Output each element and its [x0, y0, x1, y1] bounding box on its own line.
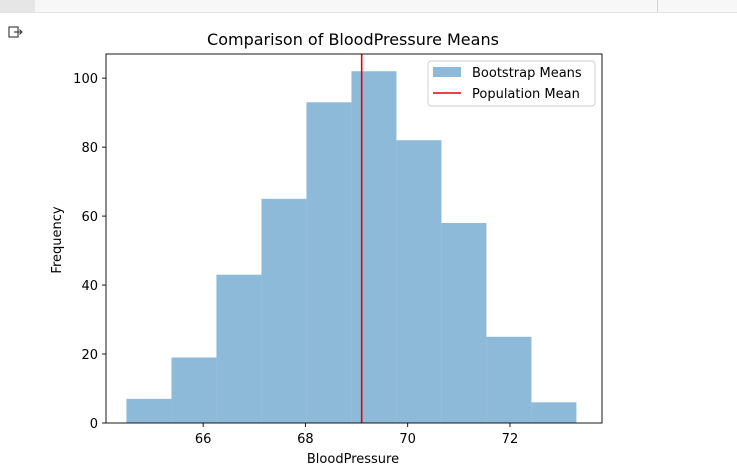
x-tick-label: 70 — [399, 432, 416, 447]
legend-label-population: Population Mean — [472, 87, 580, 102]
y-tick-label: 20 — [81, 348, 98, 363]
histogram-bar-5 — [351, 71, 397, 424]
bars-layer — [126, 71, 577, 424]
histogram-bar-2 — [216, 274, 262, 423]
histogram-bar-3 — [261, 198, 307, 423]
x-axis-label: BloodPressure — [307, 452, 399, 467]
histogram-bar-4 — [306, 102, 352, 424]
x-tick-label: 66 — [195, 432, 212, 447]
histogram-bar-7 — [441, 222, 487, 423]
histogram-bar-1 — [171, 357, 217, 423]
x-tick-label: 68 — [297, 432, 314, 447]
legend-swatch-bootstrap — [433, 67, 461, 77]
cell-toolbar — [0, 0, 737, 13]
toolbar-divider — [657, 0, 658, 12]
y-axis-ticks: 0 20 40 60 80 100 — [73, 72, 106, 432]
legend-box — [427, 60, 596, 107]
y-tick-label: 0 — [90, 417, 98, 432]
plot-frame — [105, 53, 603, 424]
cell-tab[interactable] — [0, 0, 35, 12]
output-redirect-icon[interactable] — [6, 24, 24, 42]
y-tick-label: 60 — [81, 210, 98, 225]
histogram-bar-0 — [126, 398, 172, 423]
histogram-bar-6 — [396, 140, 442, 423]
chart-legend: Bootstrap Means Population Mean — [427, 60, 596, 107]
x-tick-label: 72 — [502, 432, 519, 447]
chart-title: Comparison of BloodPressure Means — [207, 30, 499, 49]
y-tick-label: 100 — [73, 72, 98, 87]
y-tick-label: 80 — [81, 141, 98, 156]
legend-label-bootstrap: Bootstrap Means — [472, 66, 582, 81]
histogram-bar-9 — [531, 402, 577, 423]
y-tick-label: 40 — [81, 279, 98, 294]
histogram-bar-8 — [486, 336, 532, 423]
y-axis-label: Frequency — [50, 206, 65, 273]
x-axis-ticks: 66 68 70 72 — [195, 423, 518, 447]
